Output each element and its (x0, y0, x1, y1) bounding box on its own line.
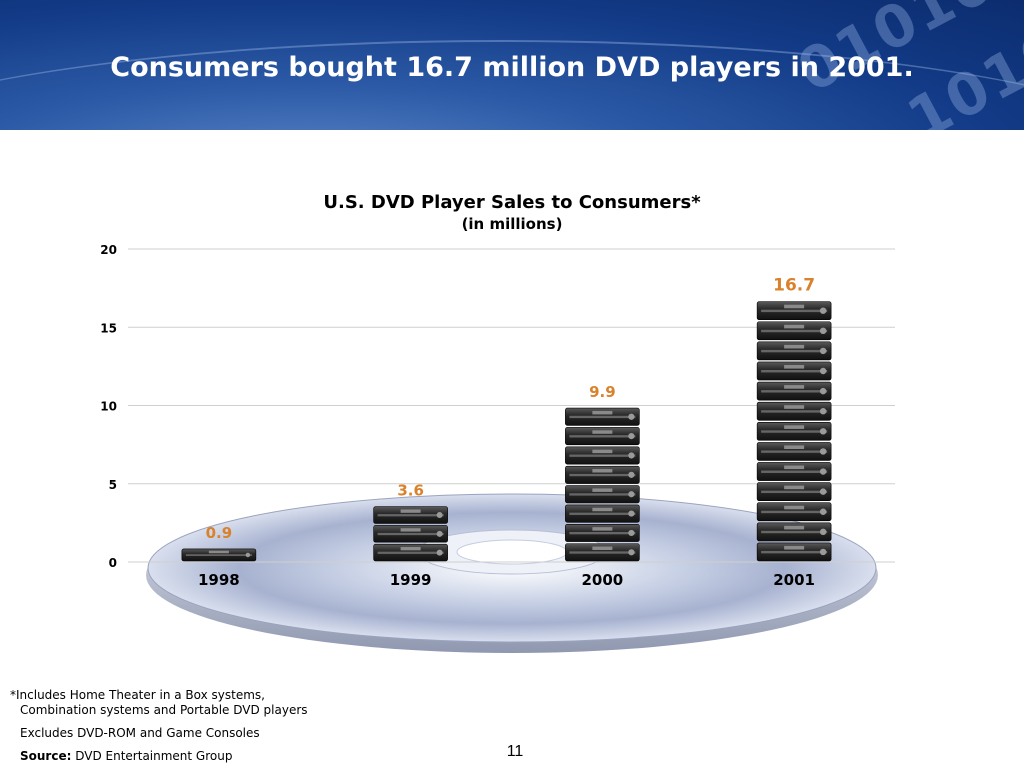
dvd-player-icon (756, 502, 832, 522)
dvd-player-icon (756, 381, 832, 401)
y-axis-ticks: 0 5 10 15 20 (100, 243, 117, 570)
bar (181, 548, 257, 562)
x-tick-label: 1998 (198, 571, 240, 589)
dvd-player-icon (565, 504, 640, 523)
chart-title: U.S. DVD Player Sales to Consumers* (323, 192, 701, 213)
y-tick-label: 10 (100, 400, 117, 414)
dvd-player-icon (181, 548, 257, 562)
y-tick-label: 5 (109, 478, 117, 492)
footnote-line2: Combination systems and Portable DVD pla… (20, 703, 308, 717)
header-arc-decoration (0, 40, 1024, 130)
data-label: 0.9 (206, 524, 233, 542)
dvd-player-icon (756, 401, 832, 421)
dvd-player-icon (756, 482, 832, 501)
dvd-player-icon (756, 321, 832, 341)
dvd-player-icon (565, 465, 640, 484)
data-labels: 0.9 3.6 9.9 16.7 (206, 276, 816, 542)
dvd-player-icon (565, 523, 640, 542)
source-text: DVD Entertainment Group (75, 749, 233, 763)
dvd-player-icon (565, 485, 640, 504)
page-number: 11 (506, 743, 524, 760)
x-tick-label: 1999 (390, 571, 432, 589)
bar (565, 407, 640, 562)
chart-subtitle: (in millions) (461, 215, 563, 233)
y-tick-label: 15 (100, 321, 117, 335)
dvd-player-icon (565, 427, 640, 446)
dvd-player-icon (756, 421, 832, 441)
dvd-player-icon (756, 462, 832, 481)
dvd-player-icon (373, 506, 448, 524)
bar (373, 506, 448, 562)
footnote-line3: Excludes DVD-ROM and Game Consoles (20, 726, 260, 740)
x-tick-label: 2001 (773, 571, 815, 589)
dvd-player-icon (756, 341, 832, 361)
dvd-player-icon (565, 543, 640, 562)
x-tick-label: 2000 (582, 571, 624, 589)
dvd-player-icon (565, 446, 640, 465)
header-banner: 01010 10101 Consumers bought 16.7 millio… (0, 0, 1024, 130)
dvd-player-icon (756, 301, 832, 321)
y-tick-label: 20 (100, 243, 117, 257)
dvd-player-icon (373, 525, 448, 543)
footnote-line1: *Includes Home Theater in a Box systems, (10, 688, 265, 702)
x-axis-ticks: 1998 1999 2000 2001 (198, 571, 815, 589)
bar (756, 301, 832, 562)
source-label: Source: (20, 749, 72, 763)
dvd-player-icon (756, 542, 832, 562)
dvd-player-icon (756, 361, 832, 381)
cd-disc-decoration (146, 493, 878, 653)
source-line: Source: DVD Entertainment Group (20, 749, 232, 763)
y-tick-label: 0 (109, 556, 117, 570)
dvd-player-icon (756, 442, 832, 461)
dvd-player-icon (373, 543, 448, 562)
data-label: 9.9 (589, 383, 616, 401)
dvd-player-icon (565, 407, 640, 426)
bars-group (181, 301, 832, 562)
dvd-player-icon (756, 522, 832, 542)
slide-title: Consumers bought 16.7 million DVD player… (110, 52, 914, 83)
data-label: 3.6 (397, 482, 424, 500)
data-label: 16.7 (773, 276, 815, 296)
